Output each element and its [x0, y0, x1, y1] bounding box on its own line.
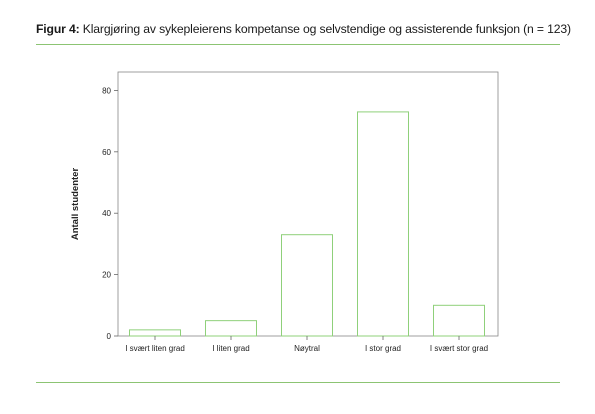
- bar-3: [357, 111, 409, 337]
- top-rule: [36, 44, 560, 45]
- bar-4: [433, 304, 485, 337]
- y-tick-label: 0: [107, 332, 112, 341]
- plot-frame: [117, 71, 499, 337]
- y-tick-label: 40: [102, 209, 111, 218]
- x-tick-label: I svært liten grad: [125, 344, 185, 353]
- x-tick-label: I stor grad: [365, 344, 401, 353]
- bar-2: [281, 234, 333, 337]
- bottom-rule: [36, 382, 560, 383]
- x-tick-label: I liten grad: [212, 344, 249, 353]
- figure-label: Figur 4:: [36, 22, 80, 36]
- y-axis: 0 20 40 60 80: [102, 86, 118, 341]
- figure-title: Figur 4: Klargjøring av sykepleierens ko…: [36, 22, 571, 36]
- x-tick-label: I svært stor grad: [430, 344, 488, 353]
- x-tick-label: Nøytral: [294, 344, 320, 353]
- bars: [129, 111, 485, 337]
- y-axis-label: Antall studenter: [70, 168, 81, 241]
- y-tick-label: 60: [102, 148, 111, 157]
- figure-caption: Klargjøring av sykepleierens kompetanse …: [82, 22, 571, 36]
- y-tick-label: 20: [102, 271, 111, 280]
- x-axis: I svært liten grad I liten grad Nøytral I s…: [125, 336, 488, 353]
- bar-1: [205, 320, 257, 337]
- bar-0: [129, 329, 181, 337]
- y-tick-label: 80: [102, 86, 111, 95]
